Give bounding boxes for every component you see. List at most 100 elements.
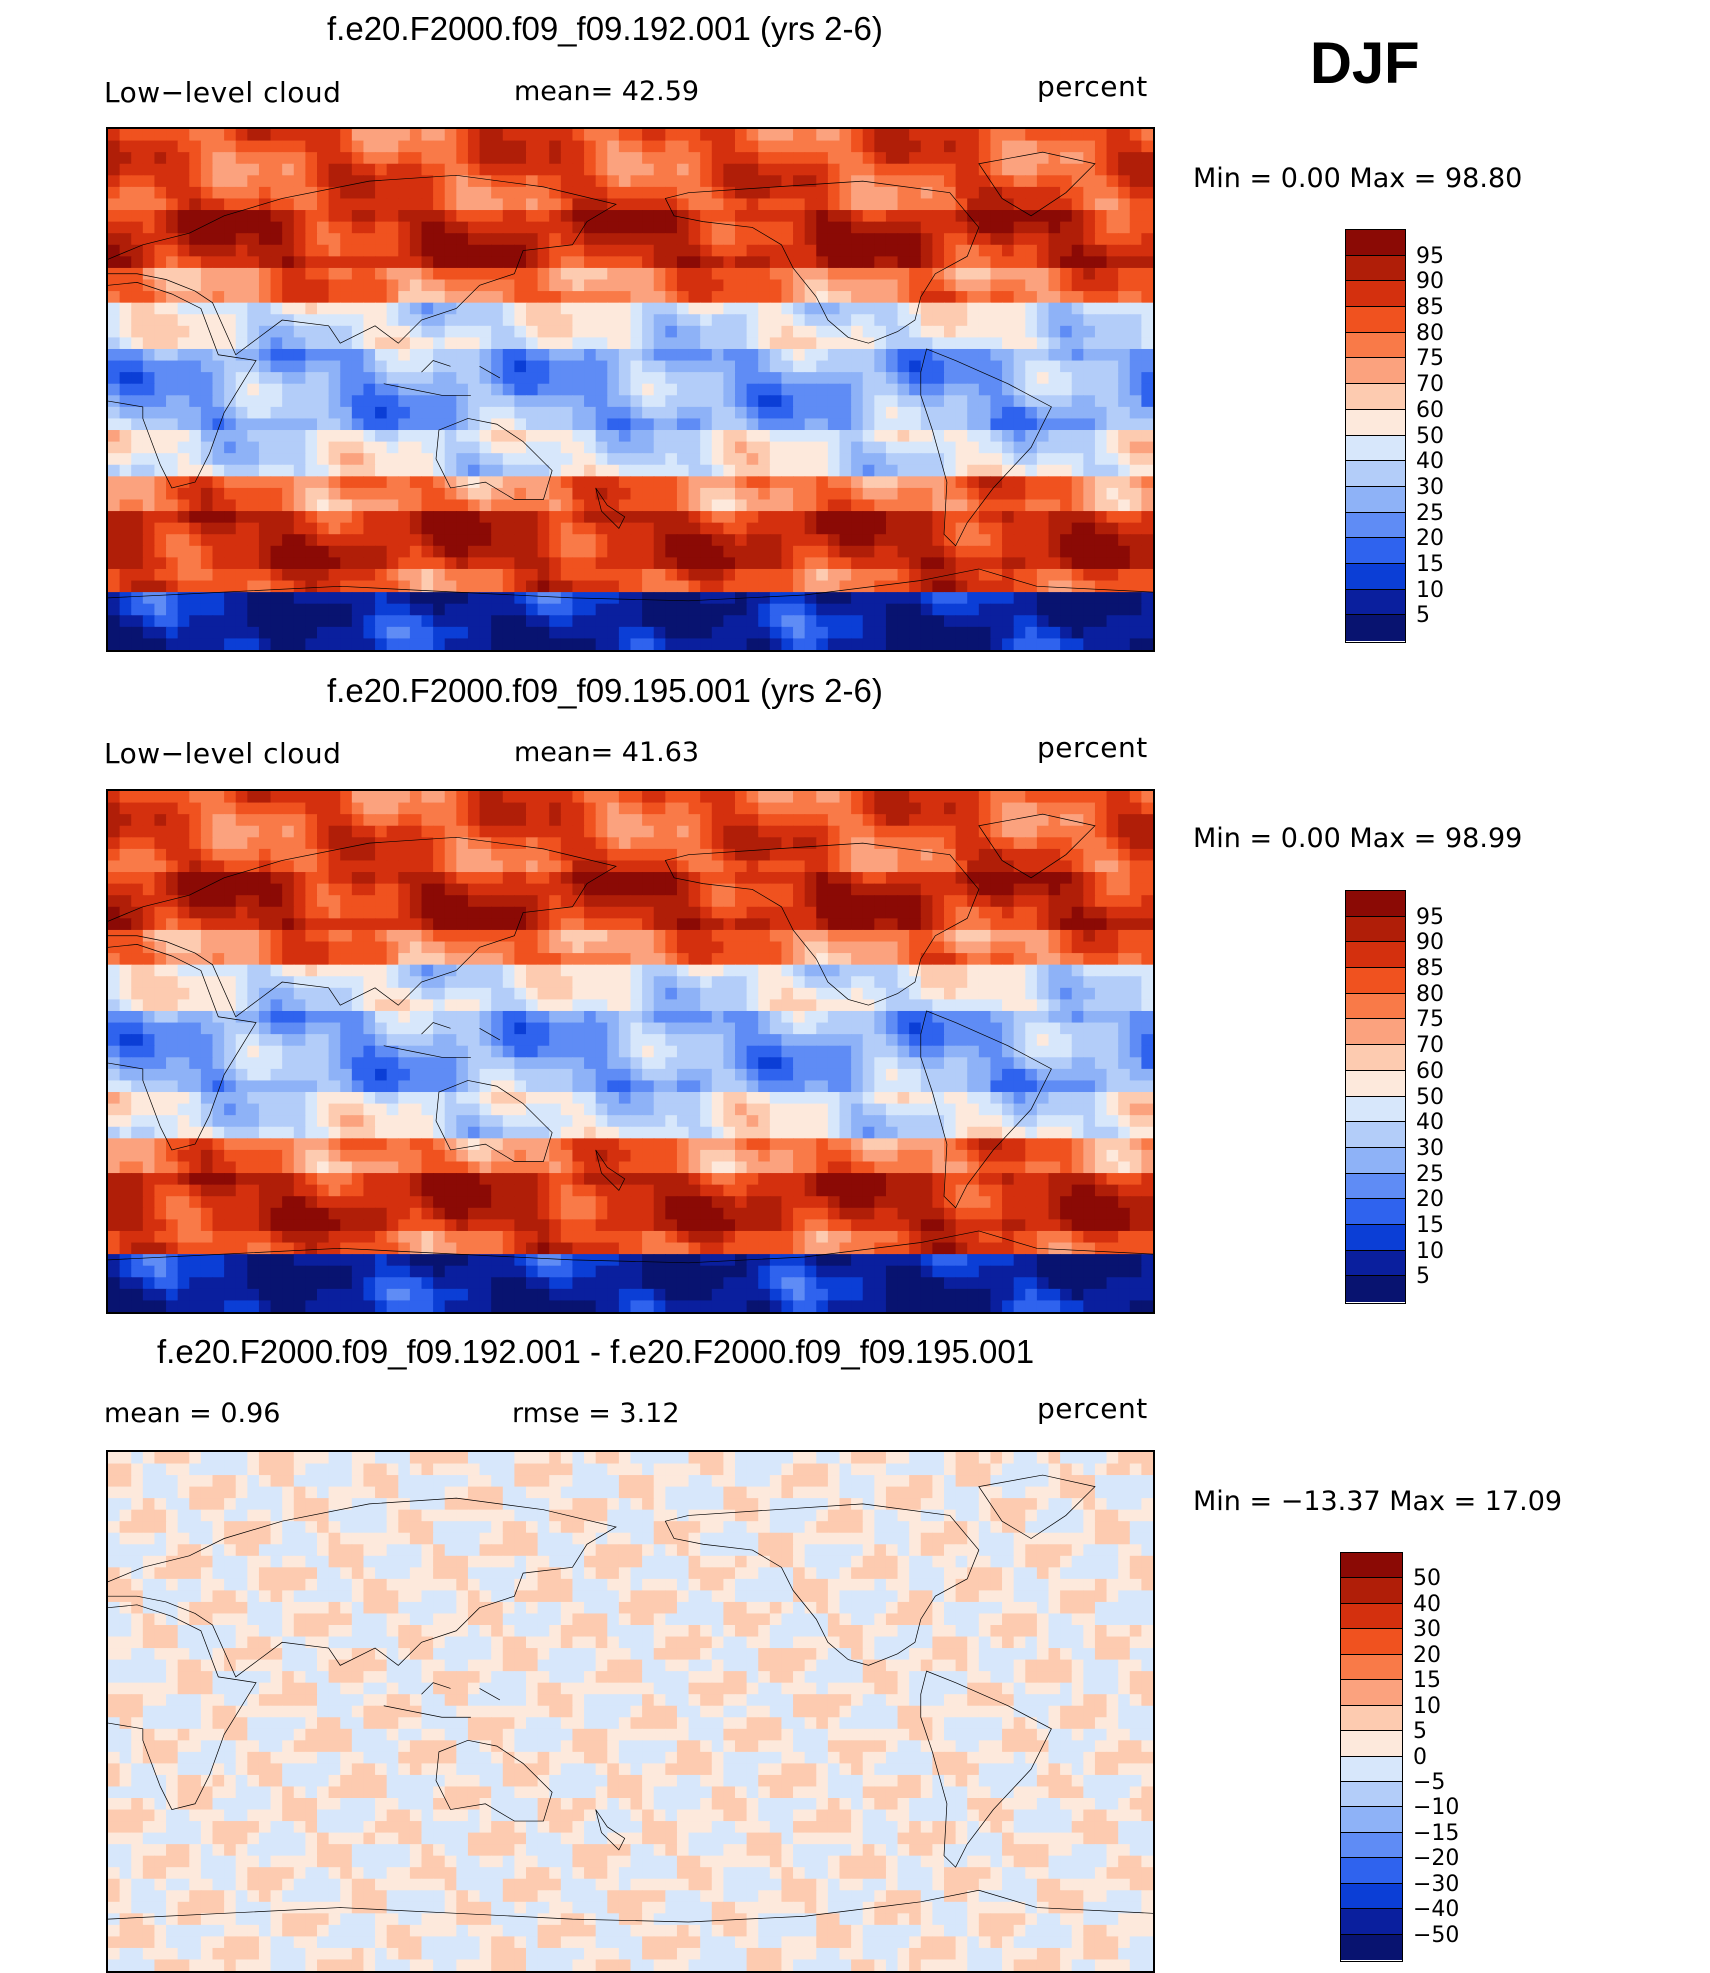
- colorbar-tick-label: −15: [1413, 1823, 1459, 1845]
- colorbar-tick-label: 15: [1416, 1215, 1444, 1237]
- colorbar-swatch: [1341, 1833, 1402, 1858]
- colorbar-swatch: [1341, 1757, 1402, 1782]
- units-label: percent: [1037, 1392, 1148, 1425]
- colorbar-swatch: [1346, 615, 1405, 641]
- colorbar-swatch: [1341, 1553, 1402, 1578]
- panel-title: f.e20.F2000.f09_f09.192.001 (yrs 2-6): [327, 10, 883, 48]
- colorbar-tick-label: 30: [1416, 477, 1444, 499]
- colorbar-swatch: [1341, 1578, 1402, 1603]
- colorbar-swatch: [1346, 1019, 1405, 1045]
- colorbar-tick-label: −40: [1413, 1899, 1459, 1921]
- colorbar-swatch: [1346, 281, 1405, 307]
- colorbar-swatch: [1346, 1045, 1405, 1071]
- colorbar-swatch: [1346, 410, 1405, 436]
- colorbar-swatch: [1341, 1604, 1402, 1629]
- units-label: percent: [1037, 70, 1148, 103]
- colorbar-tick-label: 25: [1416, 1164, 1444, 1186]
- colorbar-tick-label: 80: [1416, 323, 1444, 345]
- min-max-label: Min = −13.37 Max = 17.09: [1193, 1486, 1562, 1517]
- colorbar-tick-label: 20: [1413, 1645, 1441, 1667]
- colorbar-tick-label: 40: [1416, 451, 1444, 473]
- colorbar-tick-label: 20: [1416, 528, 1444, 550]
- colorbar-swatch: [1346, 917, 1405, 943]
- colorbar-tick-label: 75: [1416, 348, 1444, 370]
- season-label: DJF: [1310, 30, 1420, 97]
- colorbar-tick-label: −30: [1413, 1874, 1459, 1896]
- panel-title: f.e20.F2000.f09_f09.195.001 (yrs 2-6): [327, 672, 883, 710]
- colorbar-swatch: [1341, 1884, 1402, 1909]
- colorbar-tick-label: 90: [1416, 271, 1444, 293]
- colorbar-tick-label: 5: [1416, 605, 1430, 627]
- colorbar-swatch: [1346, 1276, 1405, 1302]
- colorbar-tick-label: 20: [1416, 1189, 1444, 1211]
- min-max-label: Min = 0.00 Max = 98.99: [1193, 823, 1522, 854]
- colorbar-tick-label: 85: [1416, 958, 1444, 980]
- colorbar-swatch: [1346, 230, 1405, 256]
- colorbar-swatch: [1346, 333, 1405, 359]
- colorbar-tick-label: 95: [1416, 907, 1444, 929]
- colorbar-tick-label: 10: [1416, 1241, 1444, 1263]
- variable-label: Low−level cloud: [104, 737, 341, 770]
- map-plot: [106, 789, 1155, 1314]
- colorbar: [1345, 229, 1406, 643]
- map-plot: [106, 1450, 1155, 1973]
- colorbar-tick-label: 30: [1413, 1619, 1441, 1641]
- colorbar-tick-label: 50: [1416, 1087, 1444, 1109]
- colorbar-tick-label: 40: [1413, 1594, 1441, 1616]
- colorbar-tick-label: 10: [1416, 580, 1444, 602]
- colorbar-swatch: [1346, 564, 1405, 590]
- colorbar-tick-label: 15: [1416, 554, 1444, 576]
- colorbar-swatch: [1346, 1174, 1405, 1200]
- rmse-label: rmse = 3.12: [512, 1398, 680, 1429]
- colorbar-swatch: [1346, 1199, 1405, 1225]
- colorbar-tick-label: 50: [1416, 426, 1444, 448]
- colorbar-tick-label: −50: [1413, 1925, 1459, 1947]
- colorbar-swatch: [1346, 1122, 1405, 1148]
- panel-title: f.e20.F2000.f09_f09.192.001 - f.e20.F200…: [157, 1333, 1034, 1371]
- colorbar-swatch: [1341, 1706, 1402, 1731]
- colorbar: [1340, 1552, 1403, 1962]
- colorbar-swatch: [1346, 1071, 1405, 1097]
- map-field: [108, 1452, 1153, 1971]
- colorbar-tick-label: 10: [1413, 1696, 1441, 1718]
- colorbar-swatch: [1346, 256, 1405, 282]
- colorbar-swatch: [1346, 994, 1405, 1020]
- colorbar-tick-label: 30: [1416, 1138, 1444, 1160]
- variable-label: Low−level cloud: [104, 76, 341, 109]
- colorbar-swatch: [1346, 461, 1405, 487]
- colorbar-swatch: [1346, 538, 1405, 564]
- colorbar-swatch: [1346, 891, 1405, 917]
- map-field: [108, 129, 1153, 650]
- colorbar-swatch: [1341, 1807, 1402, 1832]
- colorbar-swatch: [1346, 487, 1405, 513]
- colorbar-tick-label: 85: [1416, 297, 1444, 319]
- colorbar-tick-label: 90: [1416, 932, 1444, 954]
- colorbar: [1345, 890, 1406, 1304]
- colorbar-swatch: [1346, 358, 1405, 384]
- min-max-label: Min = 0.00 Max = 98.80: [1193, 163, 1522, 194]
- colorbar-tick-label: 70: [1416, 374, 1444, 396]
- colorbar-swatch: [1341, 1629, 1402, 1654]
- colorbar-swatch: [1341, 1935, 1402, 1960]
- colorbar-swatch: [1346, 513, 1405, 539]
- colorbar-swatch: [1346, 968, 1405, 994]
- mean-label: mean= 41.63: [514, 737, 699, 768]
- colorbar-tick-label: 70: [1416, 1035, 1444, 1057]
- colorbar-swatch: [1341, 1909, 1402, 1934]
- colorbar-tick-label: −20: [1413, 1848, 1459, 1870]
- colorbar-swatch: [1346, 942, 1405, 968]
- colorbar-swatch: [1341, 1782, 1402, 1807]
- colorbar-tick-label: 40: [1416, 1112, 1444, 1134]
- colorbar-tick-label: 25: [1416, 503, 1444, 525]
- colorbar-tick-label: −10: [1413, 1797, 1459, 1819]
- colorbar-swatch: [1346, 590, 1405, 616]
- colorbar-swatch: [1346, 436, 1405, 462]
- mean-label: mean= 42.59: [514, 76, 699, 107]
- colorbar-tick-label: 60: [1416, 1061, 1444, 1083]
- colorbar-swatch: [1346, 1251, 1405, 1277]
- colorbar-swatch: [1346, 1148, 1405, 1174]
- colorbar-tick-label: 50: [1413, 1568, 1441, 1590]
- colorbar-swatch: [1341, 1731, 1402, 1756]
- colorbar-tick-label: 60: [1416, 400, 1444, 422]
- colorbar-tick-label: −5: [1413, 1772, 1445, 1794]
